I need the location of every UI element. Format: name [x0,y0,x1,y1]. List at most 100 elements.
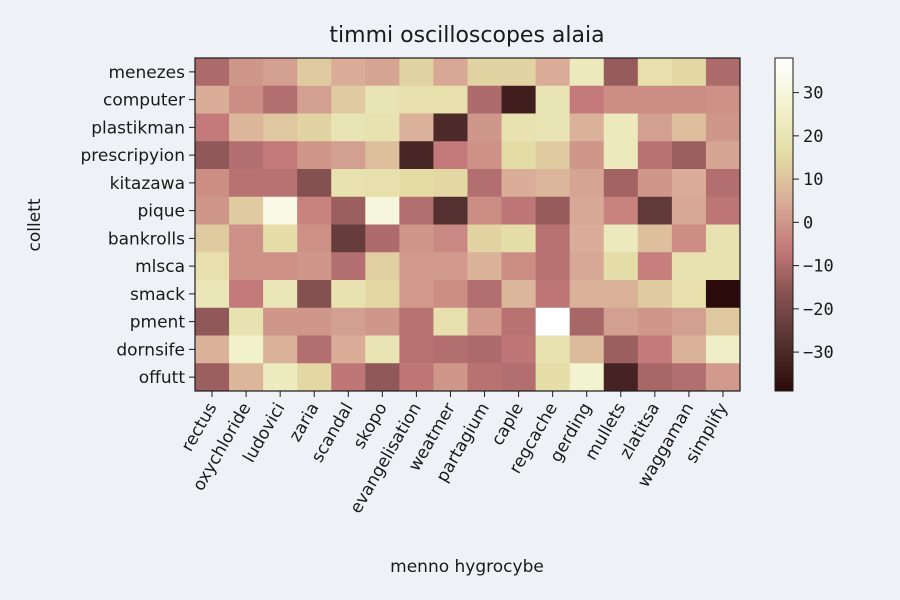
heatmap-cell [569,196,605,225]
heatmap-cell [467,363,503,392]
plot-frame [194,57,741,392]
heatmap-cell [331,280,366,309]
heatmap-cell [229,252,264,281]
heatmap-cell [263,141,298,170]
heatmap-cell [263,252,298,281]
heatmap-cell [467,280,503,309]
heatmap-cell [705,307,741,336]
heatmap-cell [671,224,707,253]
heatmap-cell [603,252,639,281]
x-axis-label: menno hygrocybe [390,557,544,577]
heatmap-cell [263,307,298,336]
heatmap-cell [637,196,673,225]
heatmap-cell [365,280,400,309]
heatmap-cell [229,280,264,309]
chart-title: timmi oscilloscopes alaia [329,23,604,48]
heatmap-cell [195,85,230,114]
heatmap-cell [399,141,434,170]
heatmap-cell [603,169,639,198]
heatmap-cell [263,169,298,198]
heatmap-cell [467,58,503,87]
heatmap-cell [297,113,332,142]
heatmap-cell [229,307,264,336]
heatmap-cell [297,58,332,87]
heatmap-cell [467,196,503,225]
heatmap-cell [535,224,571,253]
heatmap-cell [365,169,400,198]
heatmap-cell [467,85,503,114]
y-tick-label: pment [130,313,186,333]
heatmap-cell [229,224,264,253]
heatmap-cell [671,169,707,198]
y-tick-label: pique [137,202,185,222]
heatmap-cell [195,252,230,281]
heatmap-cell [671,252,707,281]
heatmap-cell [195,141,230,170]
heatmap-cell [433,335,468,364]
y-tick-label: plastikman [91,118,185,138]
heatmap-cell [603,307,639,336]
heatmap-cell [671,141,707,170]
heatmap-cell [569,113,605,142]
heatmap-cell [705,280,741,309]
heatmap-cell [535,113,571,142]
heatmap-cell [535,169,571,198]
heatmap-cell [399,169,434,198]
heatmap-cell [467,224,503,253]
heatmap-cell [705,141,741,170]
heatmap-cell [637,335,673,364]
y-tick-label: dornsife [116,340,185,360]
heatmap-cell [263,85,298,114]
colorbar-ticks: 30 20 10 0 −10 −20 −30 [793,84,834,363]
heatmap-cell [705,252,741,281]
heatmap-cell [671,85,707,114]
heatmap-cell [501,169,537,198]
heatmap-cell [365,196,400,225]
heatmap-cell [331,307,366,336]
heatmap-cell [671,58,707,87]
heatmap-cell [705,335,741,364]
heatmap-cell [501,113,537,142]
heatmap-cell [569,280,605,309]
heatmap-cell [297,363,332,392]
heatmap-cell [637,169,673,198]
heatmap-cell [433,224,468,253]
heatmap-cell [705,113,741,142]
heatmap-cell [535,335,571,364]
heatmap-cell [297,252,332,281]
heatmap-cell [365,252,400,281]
heatmap-cell [535,196,571,225]
colorbar-tick-label: 10 [803,170,823,190]
heatmap-cell [501,307,537,336]
heatmap-cell [331,169,366,198]
heatmap-cell [229,169,264,198]
heatmap-cell [263,196,298,225]
heatmap-cell [501,196,537,225]
heatmap-cell [399,252,434,281]
heatmap-cell [535,58,571,87]
heatmap-cell [637,85,673,114]
y-tick-label: mlsca [135,257,185,277]
heatmap-cell [195,58,230,87]
heatmap-cell [195,196,230,225]
heatmap-cell [603,280,639,309]
heatmap-cell [705,85,741,114]
heatmap-cell [297,141,332,170]
heatmap-cell [297,85,332,114]
heatmap-cell [229,196,264,225]
heatmap-cell [535,280,571,309]
heatmap-cell [365,307,400,336]
y-tick-label: offutt [139,368,186,388]
heatmap-cell [331,85,366,114]
heatmap-cell [501,85,537,114]
heatmap-cell [637,224,673,253]
heatmap-cell [603,113,639,142]
heatmap-cell [195,113,230,142]
heatmap-cell [671,113,707,142]
heatmap-cell [637,252,673,281]
heatmap-cell [569,85,605,114]
heatmap-cell [195,169,230,198]
heatmap-cell [229,113,264,142]
heatmap-cell [705,58,741,87]
heatmap-cell [399,85,434,114]
